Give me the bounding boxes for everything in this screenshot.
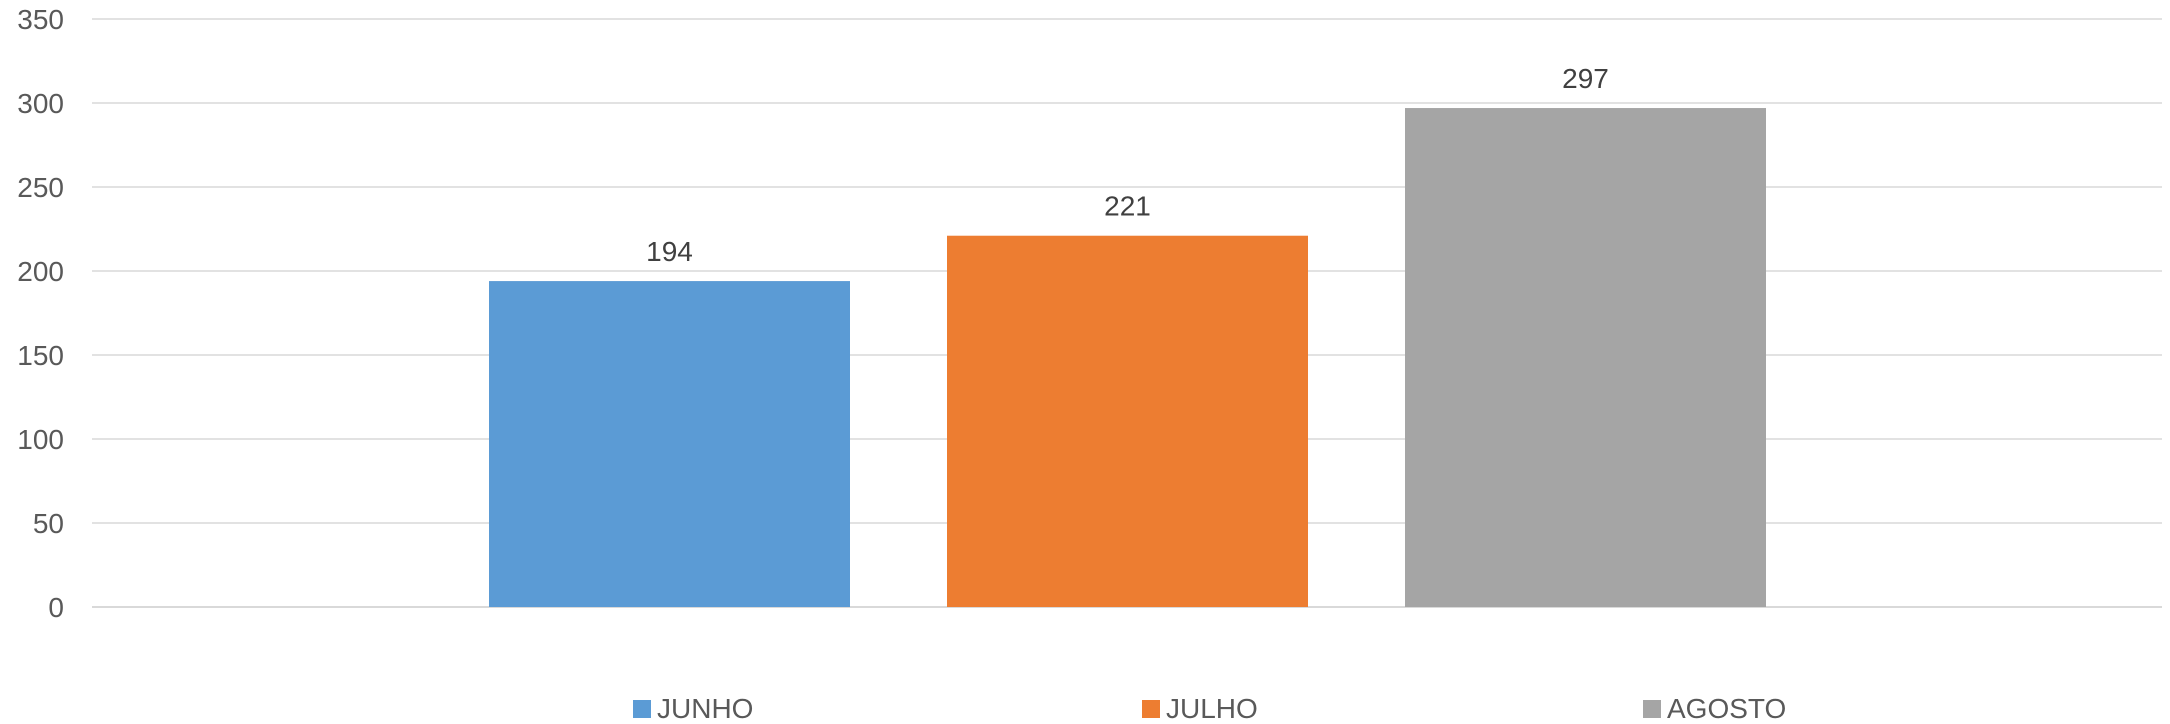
bar-julho (947, 235, 1308, 607)
data-label-junho: 194 (646, 236, 693, 267)
bars (489, 108, 1766, 607)
y-tick-label: 150 (17, 340, 64, 371)
y-tick-label: 350 (17, 4, 64, 35)
legend-label-julho: JULHO (1166, 693, 1258, 724)
legend-label-junho: JUNHO (657, 693, 753, 724)
legend-label-agosto: AGOSTO (1667, 693, 1786, 724)
legend-swatch-agosto (1643, 700, 1661, 718)
bar-agosto (1405, 108, 1766, 607)
y-tick-label: 250 (17, 172, 64, 203)
legend: JUNHO JULHO AGOSTO (633, 693, 1786, 724)
y-tick-label: 200 (17, 256, 64, 287)
y-tick-label: 0 (48, 592, 64, 623)
legend-swatch-junho (633, 700, 651, 718)
y-axis-tick-labels: 0 50 100 150 200 250 300 350 (17, 4, 64, 623)
bar-junho (489, 281, 850, 607)
y-tick-label: 300 (17, 88, 64, 119)
legend-swatch-julho (1142, 700, 1160, 718)
data-label-agosto: 297 (1562, 63, 1609, 94)
data-labels: 194 221 297 (646, 63, 1609, 267)
data-label-julho: 221 (1104, 191, 1151, 222)
y-tick-label: 50 (33, 508, 64, 539)
y-tick-label: 100 (17, 424, 64, 455)
